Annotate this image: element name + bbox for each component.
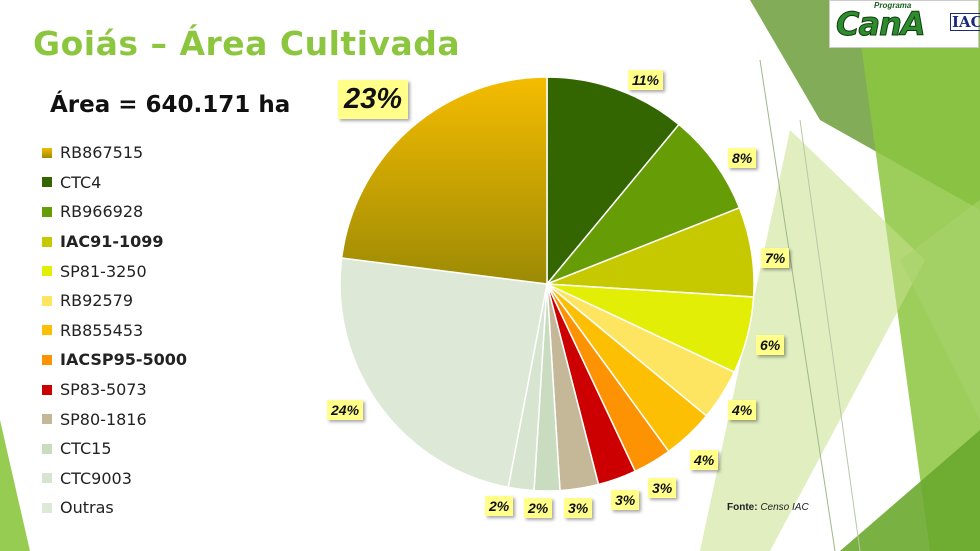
data-label-sp80-1816: 3% — [564, 498, 593, 518]
data-label-sp81-3250: 6% — [756, 335, 785, 355]
area-total: Área = 640.171 ha — [50, 92, 291, 118]
legend-label: RB867515 — [60, 143, 144, 163]
legend-swatch — [42, 502, 52, 513]
pie-slice-rb867515 — [340, 76, 548, 285]
legend-item-rb855453: RB855453 — [42, 316, 187, 346]
legend-swatch — [42, 473, 52, 484]
legend-label: CTC4 — [60, 172, 102, 192]
legend-item-rb966928: RB966928 — [42, 197, 187, 227]
legend-swatch — [42, 443, 52, 454]
legend-swatch — [42, 325, 52, 336]
source-value: Censo IAC — [760, 502, 809, 513]
logo-iac-text: IAC — [950, 13, 980, 31]
pie-slices — [339, 76, 755, 492]
data-label-rb966928: 8% — [728, 148, 757, 168]
data-label-iac91-1099: 7% — [761, 248, 790, 268]
left-corner-triangle — [0, 420, 30, 551]
data-label-sp83-5073: 3% — [611, 490, 640, 510]
legend-label: CTC15 — [60, 439, 112, 459]
legend-swatch — [42, 295, 52, 306]
pie-slice-rb966928 — [546, 123, 741, 285]
deco-line-2 — [799, 119, 861, 551]
legend-swatch — [42, 147, 52, 158]
page-title: Goiás – Área Cultivada — [33, 24, 461, 63]
data-label-ctc15: 2% — [524, 498, 553, 518]
data-label-outras: 24% — [327, 400, 364, 420]
data-label-iacsp95-5000: 3% — [648, 478, 677, 498]
right-light-triangle — [900, 200, 980, 420]
legend-item-outras: Outras — [42, 493, 187, 523]
legend-label: RB966928 — [60, 202, 144, 222]
source-note: Fonte: Censo IAC — [727, 502, 809, 513]
bottom-right-triangle — [840, 430, 980, 551]
legend-item-ctc9003: CTC9003 — [42, 464, 187, 494]
programa-cana-logo: Programa CanA IAC — [829, 0, 980, 48]
logo-small-text: Programa — [874, 1, 912, 10]
legend-label: IACSP95-5000 — [60, 350, 188, 370]
legend-swatch — [42, 266, 52, 277]
legend-label: SP81-3250 — [60, 261, 147, 281]
mid-right-triangle — [700, 130, 925, 551]
legend-label: CTC9003 — [60, 468, 132, 488]
data-label-rb92579: 4% — [728, 400, 757, 420]
legend-swatch — [42, 354, 52, 365]
data-label-rb855453: 4% — [690, 450, 719, 470]
legend-swatch — [42, 414, 52, 425]
legend-label: SP83-5073 — [60, 380, 147, 400]
chart-legend: RB867515 CTC4 RB966928 IAC91-1099 SP81-3250 R… — [42, 138, 187, 523]
legend-item-iac91-1099: IAC91-1099 — [42, 227, 187, 257]
data-label-ctc4: 11% — [628, 70, 663, 90]
legend-item-iacsp95-5000: IACSP95-5000 — [42, 345, 187, 375]
data-label-rb867515: 23% — [338, 80, 409, 119]
legend-item-rb92579: RB92579 — [42, 286, 187, 316]
legend-label: Outras — [60, 498, 114, 518]
legend-swatch — [42, 177, 52, 188]
data-label-ctc9003: 2% — [485, 496, 514, 516]
pie-slice-ctc4 — [546, 76, 681, 287]
legend-label: RB92579 — [60, 291, 133, 311]
pie-slice-outras — [339, 257, 548, 489]
legend-item-sp81-3250: SP81-3250 — [42, 256, 187, 286]
legend-item-sp80-1816: SP80-1816 — [42, 404, 187, 434]
legend-item-ctc4: CTC4 — [42, 168, 187, 198]
legend-swatch — [42, 384, 52, 395]
logo-main-text: CanA — [836, 5, 927, 44]
legend-swatch — [42, 206, 52, 217]
legend-swatch — [42, 236, 52, 247]
deco-line-1 — [759, 59, 836, 551]
legend-label: IAC91-1099 — [60, 232, 164, 252]
legend-label: RB855453 — [60, 320, 144, 340]
legend-label: SP80-1816 — [60, 409, 147, 429]
legend-item-rb867515: RB867515 — [42, 138, 187, 168]
source-label: Fonte: — [727, 502, 758, 513]
legend-item-sp83-5073: SP83-5073 — [42, 375, 187, 405]
legend-item-ctc15: CTC15 — [42, 434, 187, 464]
